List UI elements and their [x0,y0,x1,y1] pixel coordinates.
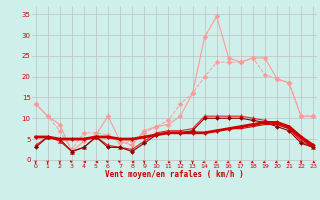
X-axis label: Vent moyen/en rafales ( km/h ): Vent moyen/en rafales ( km/h ) [105,170,244,179]
